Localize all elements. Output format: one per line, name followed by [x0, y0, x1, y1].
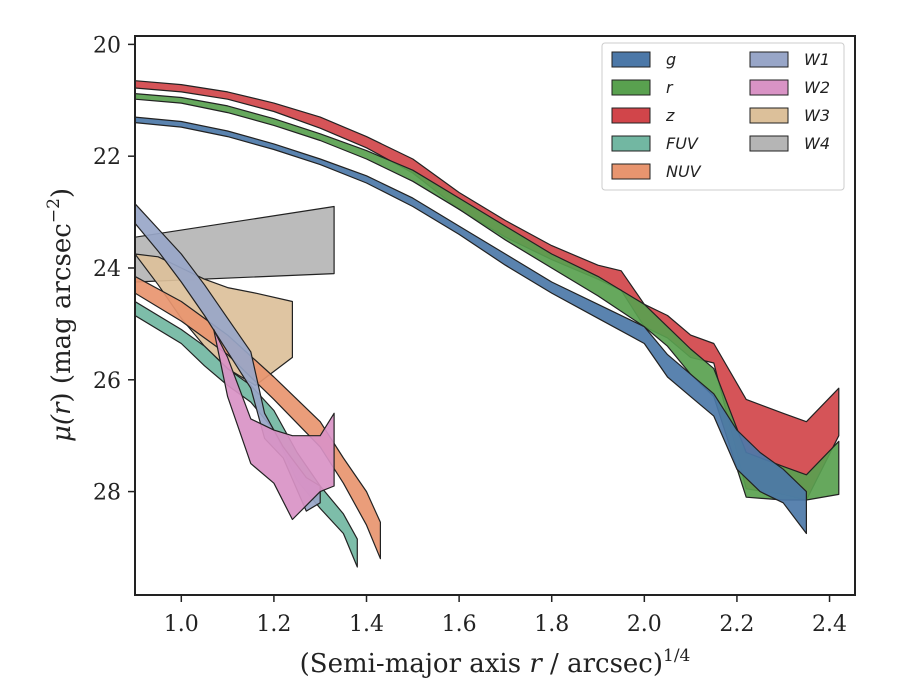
y-axis-title: μ(r) (mag arcsec−2) [44, 188, 77, 442]
legend-swatch-nuv [611, 163, 651, 180]
y-axis-title-prefix: μ( [47, 414, 77, 442]
x-axis-title-open: (Semi-major axis [300, 649, 530, 679]
y-tick-label: 28 [93, 481, 121, 506]
x-tick-label: 1.6 [442, 612, 477, 637]
y-axis-title-mid: ) (mag arcsec [47, 223, 77, 402]
x-axis-title-symbol: r [529, 649, 543, 679]
x-axis: 1.0 1.2 1.4 1.6 1.8 2.0 2.2 2.4 [164, 595, 847, 637]
legend-swatch-r [611, 79, 651, 96]
legend-swatch-fuv [611, 135, 651, 152]
band-nuv [135, 275, 381, 560]
legend-swatch-w2 [749, 79, 789, 96]
y-axis-title-suffix: ) [47, 188, 77, 198]
y-axis-title-exponent: −2 [44, 198, 64, 223]
band-g [135, 116, 808, 535]
band-layer [135, 80, 840, 568]
legend-label-g: g [666, 50, 676, 69]
legend-swatch-z [611, 107, 651, 124]
x-axis-title-exponent: 1/4 [663, 646, 690, 666]
plot-frame [134, 35, 856, 596]
x-tick-label: 2.4 [812, 612, 847, 637]
y-axis-title-symbol: r [47, 401, 77, 415]
legend-label-z: z [665, 106, 675, 125]
x-tick-label: 1.2 [256, 612, 291, 637]
legend-swatch-w4 [749, 135, 789, 152]
x-tick-label: 1.4 [349, 612, 384, 637]
legend-swatch-g [611, 51, 651, 68]
x-tick-label: 1.8 [534, 612, 569, 637]
x-axis-title: (Semi-major axis r / arcsec)1/4 [300, 646, 691, 679]
x-tick-label: 2.0 [627, 612, 662, 637]
legend-swatch-w3 [749, 107, 789, 124]
legend: grz FUV NUV W1 W2 W3 W4 [601, 42, 845, 191]
x-axis-title-rest: / arcsec) [542, 649, 663, 679]
legend-label-w1: W1 [804, 50, 830, 69]
legend-label-w4: W4 [804, 134, 830, 153]
legend-label-w3: W3 [804, 106, 830, 125]
legend-label-w2: W2 [804, 78, 830, 97]
legend-label-r: r [666, 78, 674, 97]
y-tick-label: 24 [93, 257, 121, 282]
legend-swatch-w1 [749, 51, 789, 68]
band-fuv [135, 300, 358, 568]
legend-label-nuv: NUV [666, 162, 702, 181]
y-axis: 20 22 24 26 28 [93, 33, 135, 506]
y-tick-label: 26 [93, 369, 121, 394]
band-w2 [213, 328, 335, 521]
x-tick-label: 1.0 [164, 612, 199, 637]
legend-label-fuv: FUV [666, 134, 699, 153]
y-tick-label: 22 [93, 145, 121, 170]
band-r [135, 92, 840, 501]
x-tick-label: 2.2 [719, 612, 754, 637]
y-tick-label: 20 [93, 33, 121, 58]
